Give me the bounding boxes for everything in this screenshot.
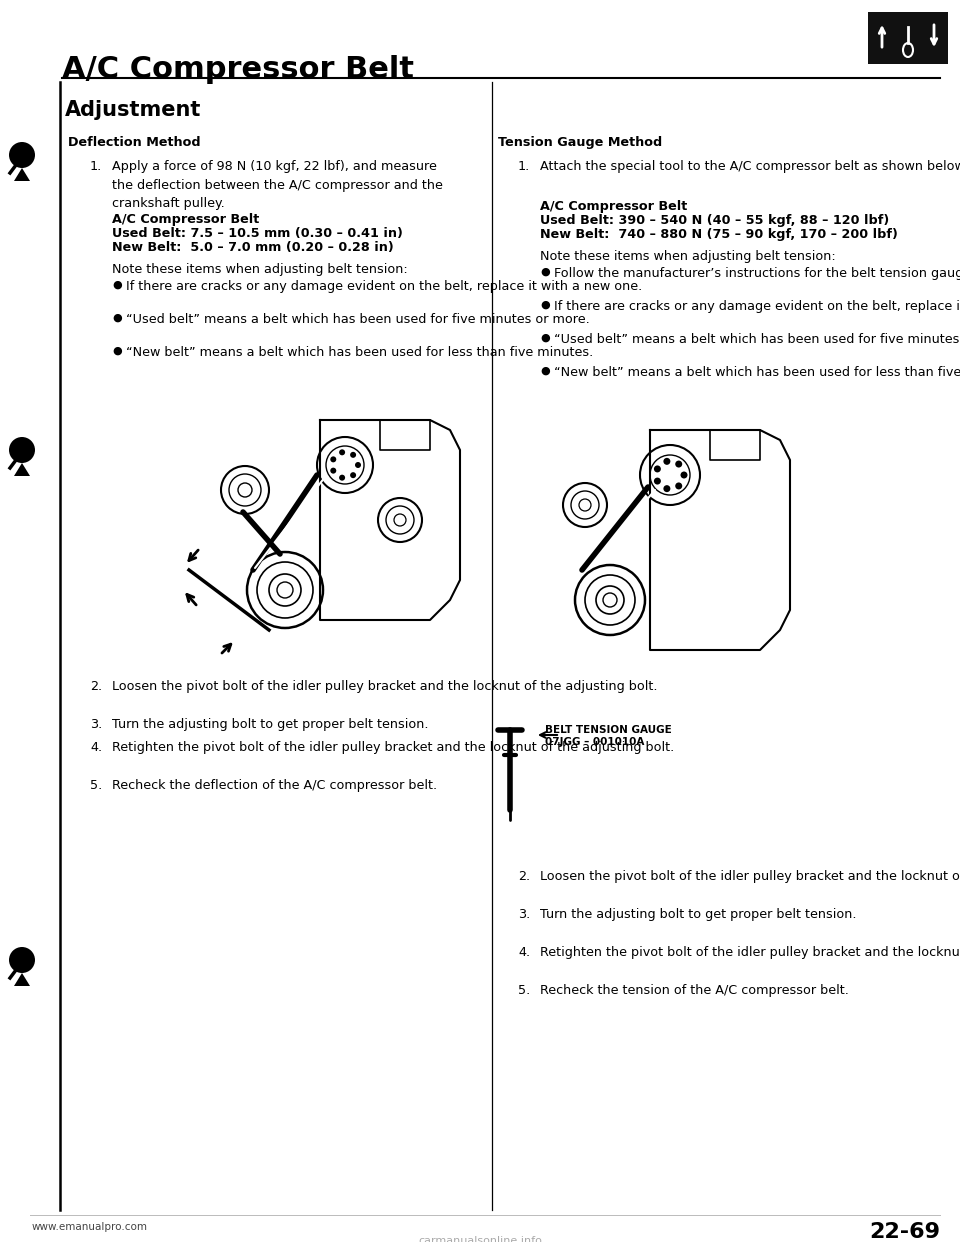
- Text: Retighten the pivot bolt of the idler pulley bracket and the locknut of the adju: Retighten the pivot bolt of the idler pu…: [540, 946, 960, 959]
- Text: Recheck the tension of the A/C compressor belt.: Recheck the tension of the A/C compresso…: [540, 984, 849, 997]
- Circle shape: [330, 456, 336, 462]
- Circle shape: [330, 468, 336, 473]
- Polygon shape: [14, 972, 30, 986]
- Text: ●: ●: [112, 347, 122, 356]
- Polygon shape: [14, 168, 30, 181]
- Text: 5.: 5.: [518, 984, 530, 997]
- Circle shape: [654, 466, 660, 472]
- Text: Attach the special tool to the A/C compressor belt as shown below, and measure t: Attach the special tool to the A/C compr…: [540, 160, 960, 173]
- Text: ●: ●: [540, 301, 550, 310]
- Text: Tension Gauge Method: Tension Gauge Method: [498, 137, 662, 149]
- Text: A/C Compressor Belt: A/C Compressor Belt: [540, 200, 687, 212]
- Circle shape: [339, 474, 345, 481]
- Text: Note these items when adjusting belt tension:: Note these items when adjusting belt ten…: [112, 263, 408, 276]
- Text: Deflection Method: Deflection Method: [68, 137, 201, 149]
- Text: “Used belt” means a belt which has been used for five minutes or more.: “Used belt” means a belt which has been …: [126, 313, 589, 325]
- Text: carmanualsonline.info: carmanualsonline.info: [418, 1236, 542, 1242]
- Text: BELT TENSION GAUGE
07JGG – 001010A: BELT TENSION GAUGE 07JGG – 001010A: [545, 725, 672, 746]
- Circle shape: [9, 142, 35, 168]
- Text: “New belt” means a belt which has been used for less than five minutes.: “New belt” means a belt which has been u…: [126, 347, 593, 359]
- Text: www.emanualpro.com: www.emanualpro.com: [32, 1222, 148, 1232]
- Text: Retighten the pivot bolt of the idler pulley bracket and the locknut of the adju: Retighten the pivot bolt of the idler pu…: [112, 741, 674, 754]
- Text: New Belt:  5.0 – 7.0 mm (0.20 – 0.28 in): New Belt: 5.0 – 7.0 mm (0.20 – 0.28 in): [112, 241, 394, 255]
- Circle shape: [9, 946, 35, 972]
- Text: Apply a force of 98 N (10 kgf, 22 lbf), and measure
the deflection between the A: Apply a force of 98 N (10 kgf, 22 lbf), …: [112, 160, 443, 210]
- Text: 22-69: 22-69: [869, 1222, 940, 1242]
- Text: A/C Compressor Belt: A/C Compressor Belt: [62, 55, 414, 84]
- Text: 3.: 3.: [90, 718, 103, 732]
- Text: “Used belt” means a belt which has been used for five minutes or more.: “Used belt” means a belt which has been …: [554, 333, 960, 347]
- Circle shape: [663, 458, 670, 465]
- Circle shape: [9, 437, 35, 463]
- Text: Follow the manufacturer’s instructions for the belt tension gauge.: Follow the manufacturer’s instructions f…: [554, 267, 960, 279]
- Text: New Belt:  740 – 880 N (75 – 90 kgf, 170 – 200 lbf): New Belt: 740 – 880 N (75 – 90 kgf, 170 …: [540, 229, 898, 241]
- Text: 3.: 3.: [518, 908, 530, 922]
- Text: Note these items when adjusting belt tension:: Note these items when adjusting belt ten…: [540, 250, 836, 263]
- Circle shape: [350, 452, 356, 458]
- Text: A/C Compressor Belt: A/C Compressor Belt: [112, 212, 259, 226]
- Circle shape: [350, 472, 356, 478]
- Text: Used Belt: 7.5 – 10.5 mm (0.30 – 0.41 in): Used Belt: 7.5 – 10.5 mm (0.30 – 0.41 in…: [112, 227, 403, 240]
- Bar: [868, 12, 948, 65]
- Circle shape: [355, 462, 361, 468]
- Text: Used Belt: 390 – 540 N (40 – 55 kgf, 88 – 120 lbf): Used Belt: 390 – 540 N (40 – 55 kgf, 88 …: [540, 214, 889, 227]
- Text: ●: ●: [540, 267, 550, 277]
- Text: 1.: 1.: [90, 160, 103, 173]
- Text: Adjustment: Adjustment: [65, 101, 202, 120]
- Text: 4.: 4.: [518, 946, 530, 959]
- Circle shape: [681, 472, 687, 478]
- Circle shape: [663, 486, 670, 492]
- Text: 1.: 1.: [518, 160, 530, 173]
- Text: Loosen the pivot bolt of the idler pulley bracket and the locknut of the adjusti: Loosen the pivot bolt of the idler pulle…: [112, 681, 658, 693]
- Text: If there are cracks or any damage evident on the belt, replace it with a new one: If there are cracks or any damage eviden…: [126, 279, 642, 293]
- Text: ●: ●: [112, 279, 122, 289]
- Circle shape: [675, 482, 683, 489]
- Text: 4.: 4.: [90, 741, 102, 754]
- Polygon shape: [14, 463, 30, 476]
- Text: 2.: 2.: [518, 869, 530, 883]
- Text: Turn the adjusting bolt to get proper belt tension.: Turn the adjusting bolt to get proper be…: [540, 908, 856, 922]
- Text: 5.: 5.: [90, 779, 103, 792]
- Text: Turn the adjusting bolt to get proper belt tension.: Turn the adjusting bolt to get proper be…: [112, 718, 428, 732]
- Text: If there are cracks or any damage evident on the belt, replace it with a new one: If there are cracks or any damage eviden…: [554, 301, 960, 313]
- Text: ●: ●: [540, 333, 550, 343]
- Circle shape: [654, 478, 660, 484]
- Text: ●: ●: [112, 313, 122, 323]
- Text: ●: ●: [540, 366, 550, 376]
- Text: “New belt” means a belt which has been used for less than five minutes.: “New belt” means a belt which has been u…: [554, 366, 960, 379]
- Text: 2.: 2.: [90, 681, 102, 693]
- Circle shape: [675, 461, 683, 467]
- Text: Recheck the deflection of the A/C compressor belt.: Recheck the deflection of the A/C compre…: [112, 779, 437, 792]
- Circle shape: [339, 450, 345, 456]
- Text: Loosen the pivot bolt of the idler pulley bracket and the locknut of the adjusti: Loosen the pivot bolt of the idler pulle…: [540, 869, 960, 883]
